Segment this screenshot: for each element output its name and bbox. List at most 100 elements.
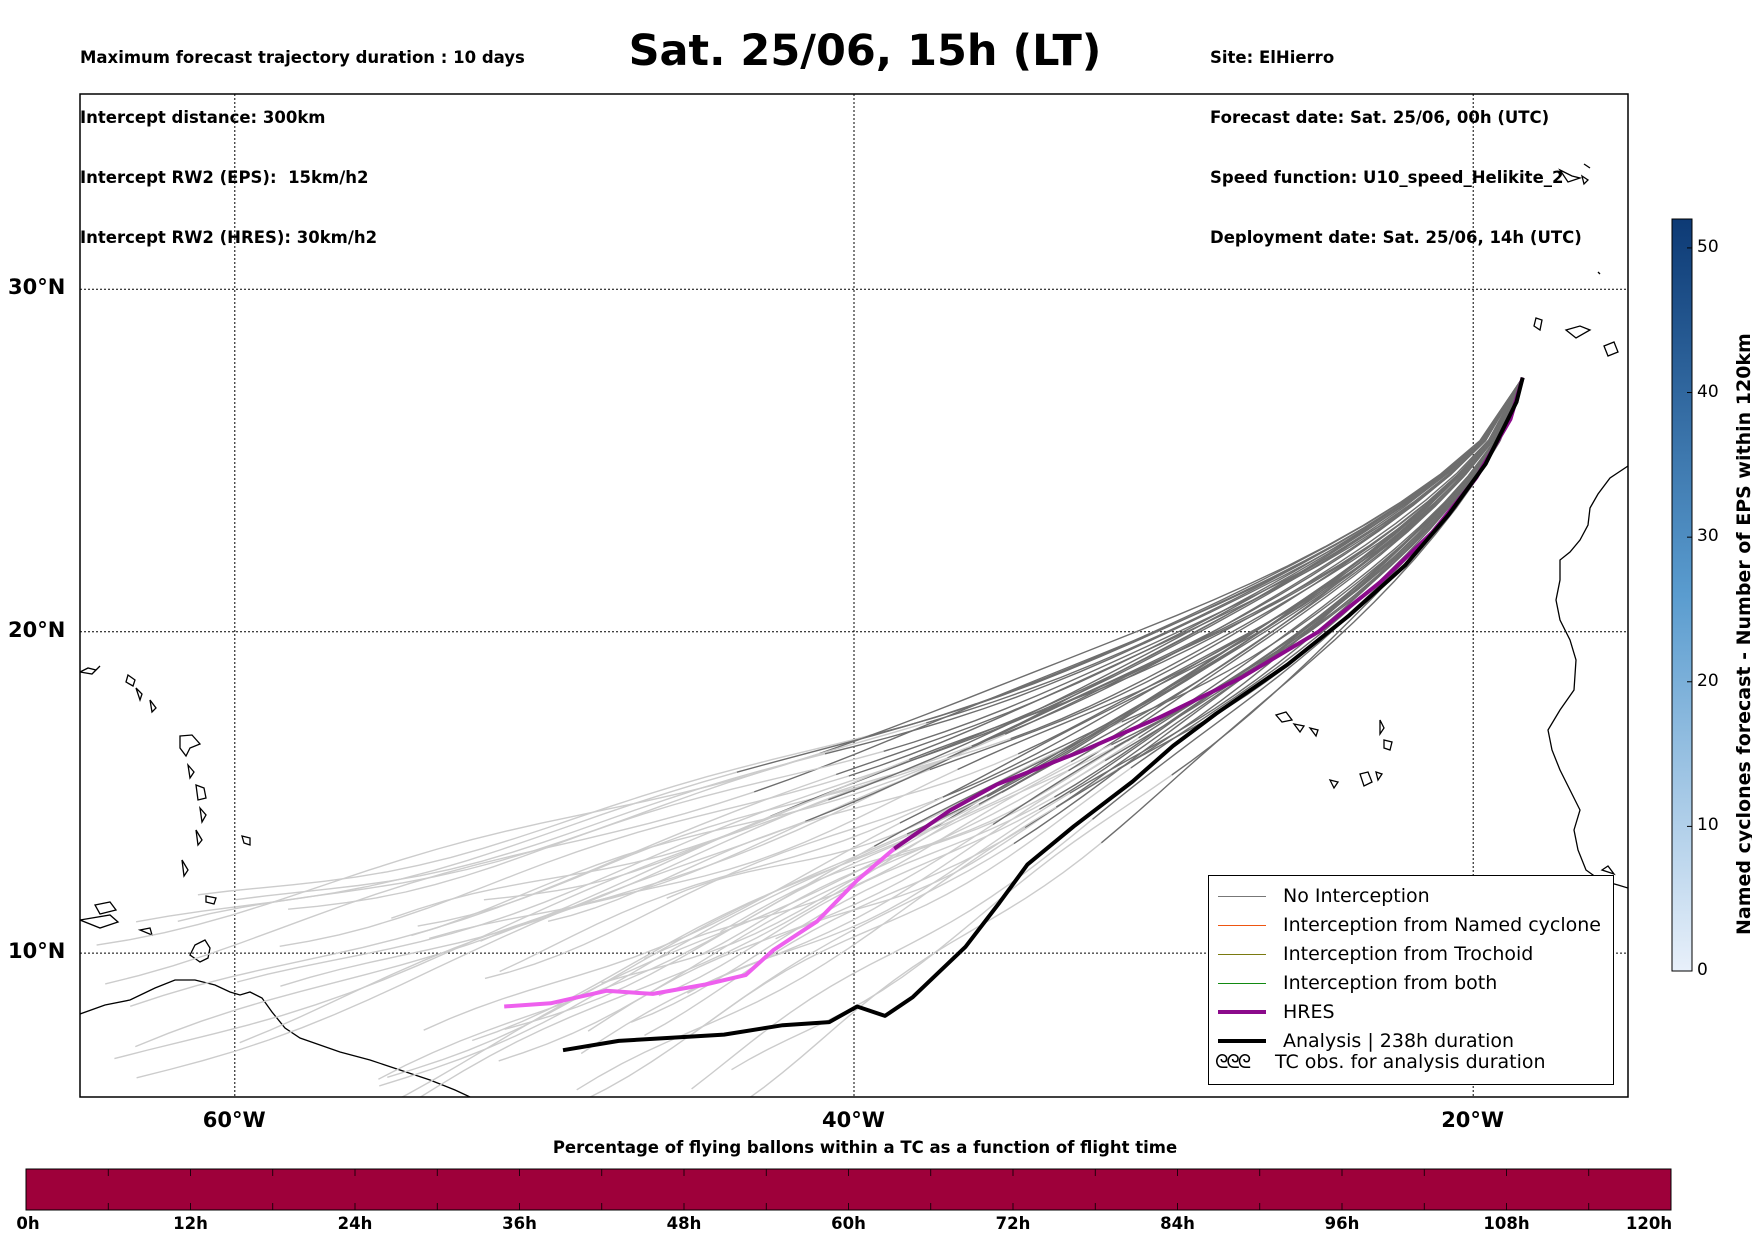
ensemble-trajectory-late bbox=[749, 842, 1102, 1097]
ensemble-trajectory-early bbox=[925, 377, 1524, 724]
cyclone-colorbar bbox=[1671, 218, 1693, 972]
ensemble-trajectory-early bbox=[909, 377, 1524, 761]
tc-bar-tick-label: 96h bbox=[1324, 1214, 1360, 1233]
ensemble-trajectory-late bbox=[691, 818, 1093, 1090]
colorbar-tick-label: 20 bbox=[1697, 670, 1719, 691]
colorbar-tick-label: 50 bbox=[1697, 236, 1719, 257]
tc-percentage-title: Percentage of flying ballons within a TC… bbox=[552, 1138, 1178, 1157]
ensemble-trajectory-late bbox=[644, 826, 1026, 1037]
ensemble-trajectory-late bbox=[587, 823, 994, 1032]
ensemble-trajectory-late bbox=[400, 829, 932, 1097]
ensemble-trajectory-late bbox=[504, 760, 1072, 1030]
ensemble-trajectory-early bbox=[888, 377, 1524, 769]
ensemble-trajectory-late bbox=[129, 773, 837, 1007]
legend-label: No Interception bbox=[1283, 885, 1430, 907]
latitude-label: 10°N bbox=[8, 939, 66, 964]
ensemble-trajectory-early bbox=[1055, 377, 1524, 808]
ensemble-trajectory-early bbox=[848, 377, 1524, 777]
ensemble-trajectory-late bbox=[720, 740, 1128, 933]
tc-bar-tick-label: 48h bbox=[666, 1214, 702, 1233]
legend-item: Interception from Trochoid bbox=[1209, 942, 1533, 966]
tc-symbol-icon: ᘓᘓᘓ bbox=[1215, 1051, 1251, 1073]
longitude-label: 40°W bbox=[822, 1108, 885, 1132]
ensemble-trajectory-late bbox=[419, 791, 1003, 1097]
ensemble-trajectory-late bbox=[580, 760, 1106, 1055]
ensemble-trajectory-early bbox=[947, 377, 1524, 759]
ensemble-trajectory-late bbox=[483, 737, 1011, 901]
ensemble-trajectory-late bbox=[644, 744, 1112, 960]
header-left-line: Intercept distance: 300km bbox=[80, 108, 326, 127]
ensemble-trajectory-late bbox=[429, 768, 931, 940]
map-legend: No Interception Interception from Named c… bbox=[1208, 875, 1614, 1085]
tc-bar-tick-label: 12h bbox=[173, 1214, 208, 1233]
latitude-label: 20°N bbox=[8, 617, 66, 642]
legend-swatch bbox=[1218, 1039, 1266, 1043]
legend-swatch bbox=[1218, 953, 1266, 955]
header-right-line: Site: ElHierro bbox=[1210, 48, 1335, 67]
ensemble-trajectory-late bbox=[498, 770, 1069, 1062]
tc-bar-tick-label: 0h bbox=[16, 1214, 40, 1233]
tc-bar-tick-label: 36h bbox=[502, 1214, 537, 1233]
legend-label: Interception from Named cyclone bbox=[1283, 914, 1601, 936]
ensemble-trajectory-early bbox=[828, 377, 1524, 801]
ensemble-trajectory-early bbox=[736, 377, 1524, 773]
tc-bar-tick-label: 120h bbox=[1625, 1214, 1673, 1233]
ensemble-trajectory-early bbox=[1104, 377, 1524, 762]
ensemble-trajectory-early bbox=[873, 377, 1524, 847]
header-left-line: Intercept RW2 (HRES): 30km/h2 bbox=[80, 228, 378, 247]
ensemble-trajectory-late bbox=[177, 722, 927, 922]
ensemble-trajectory-late bbox=[731, 774, 1173, 1071]
header-right-line: Forecast date: Sat. 25/06, 00h (UTC) bbox=[1210, 108, 1550, 127]
header-left-info: Maximum forecast trajectory duration : 1… bbox=[80, 8, 525, 268]
legend-swatch bbox=[1218, 895, 1266, 897]
ensemble-trajectory-early bbox=[1010, 377, 1524, 740]
ensemble-trajectory-late bbox=[279, 775, 850, 947]
legend-item-tc-obs: ᘓᘓᘓ TC obs. for analysis duration bbox=[1209, 1050, 1546, 1074]
legend-label: Interception from Trochoid bbox=[1283, 943, 1534, 965]
ensemble-trajectory-early bbox=[1069, 377, 1524, 794]
ensemble-trajectory-early bbox=[971, 377, 1524, 747]
colorbar-tick-label: 0 bbox=[1697, 960, 1708, 980]
ensemble-trajectory-late bbox=[135, 771, 738, 923]
legend-item: No Interception bbox=[1209, 884, 1430, 908]
latitude-label: 30°N bbox=[8, 275, 66, 300]
ensemble-trajectory-early bbox=[753, 377, 1524, 793]
tc-bar-tick-label: 72h bbox=[995, 1214, 1031, 1233]
ensemble-trajectory-late bbox=[576, 806, 1057, 1091]
ensemble-trajectory-late bbox=[685, 767, 1132, 1040]
ensemble-trajectory-late bbox=[136, 820, 806, 1079]
legend-item: Interception from both bbox=[1209, 971, 1497, 995]
ensemble-trajectories bbox=[96, 377, 1524, 1097]
coastlines bbox=[80, 163, 1628, 1097]
ensemble-trajectory-late bbox=[114, 799, 829, 1060]
ensemble-trajectory-late bbox=[547, 753, 1019, 922]
header-left-line: Intercept RW2 (EPS): 15km/h2 bbox=[80, 168, 369, 187]
ensemble-trajectory-early bbox=[1100, 377, 1524, 844]
header-left-line: Maximum forecast trajectory duration : 1… bbox=[80, 48, 525, 67]
ensemble-trajectory-late bbox=[96, 752, 820, 946]
tc-bar-tick-label: 24h bbox=[337, 1214, 373, 1233]
colorbar-tick-label: 40 bbox=[1697, 381, 1719, 402]
ensemble-trajectory-late bbox=[391, 758, 910, 919]
ensemble-trajectory-early bbox=[770, 377, 1524, 817]
ensemble-trajectory-late bbox=[280, 745, 972, 987]
longitude-label: 60°W bbox=[202, 1108, 266, 1132]
colorbar-tick-label: 10 bbox=[1697, 815, 1719, 836]
ensemble-trajectory-early bbox=[978, 377, 1524, 805]
legend-label: TC obs. for analysis duration bbox=[1275, 1051, 1546, 1073]
legend-swatch bbox=[1218, 982, 1266, 984]
ensemble-trajectory-early bbox=[942, 377, 1524, 798]
analysis-trajectory bbox=[562, 377, 1525, 1053]
legend-label: HRES bbox=[1283, 1001, 1335, 1023]
ensemble-trajectory-early bbox=[934, 377, 1524, 802]
header-right-info: Site: ElHierro Forecast date: Sat. 25/06… bbox=[1210, 8, 1582, 268]
legend-label: Interception from both bbox=[1283, 972, 1498, 994]
ensemble-trajectory-late bbox=[630, 808, 1040, 1023]
ensemble-trajectory-early bbox=[1017, 377, 1524, 755]
map-frame bbox=[79, 93, 1629, 1098]
ensemble-trajectory-late bbox=[666, 721, 1123, 899]
ensemble-trajectory-late bbox=[411, 757, 948, 937]
ensemble-trajectory-early bbox=[929, 377, 1524, 771]
ensemble-trajectory-early bbox=[1111, 377, 1524, 746]
